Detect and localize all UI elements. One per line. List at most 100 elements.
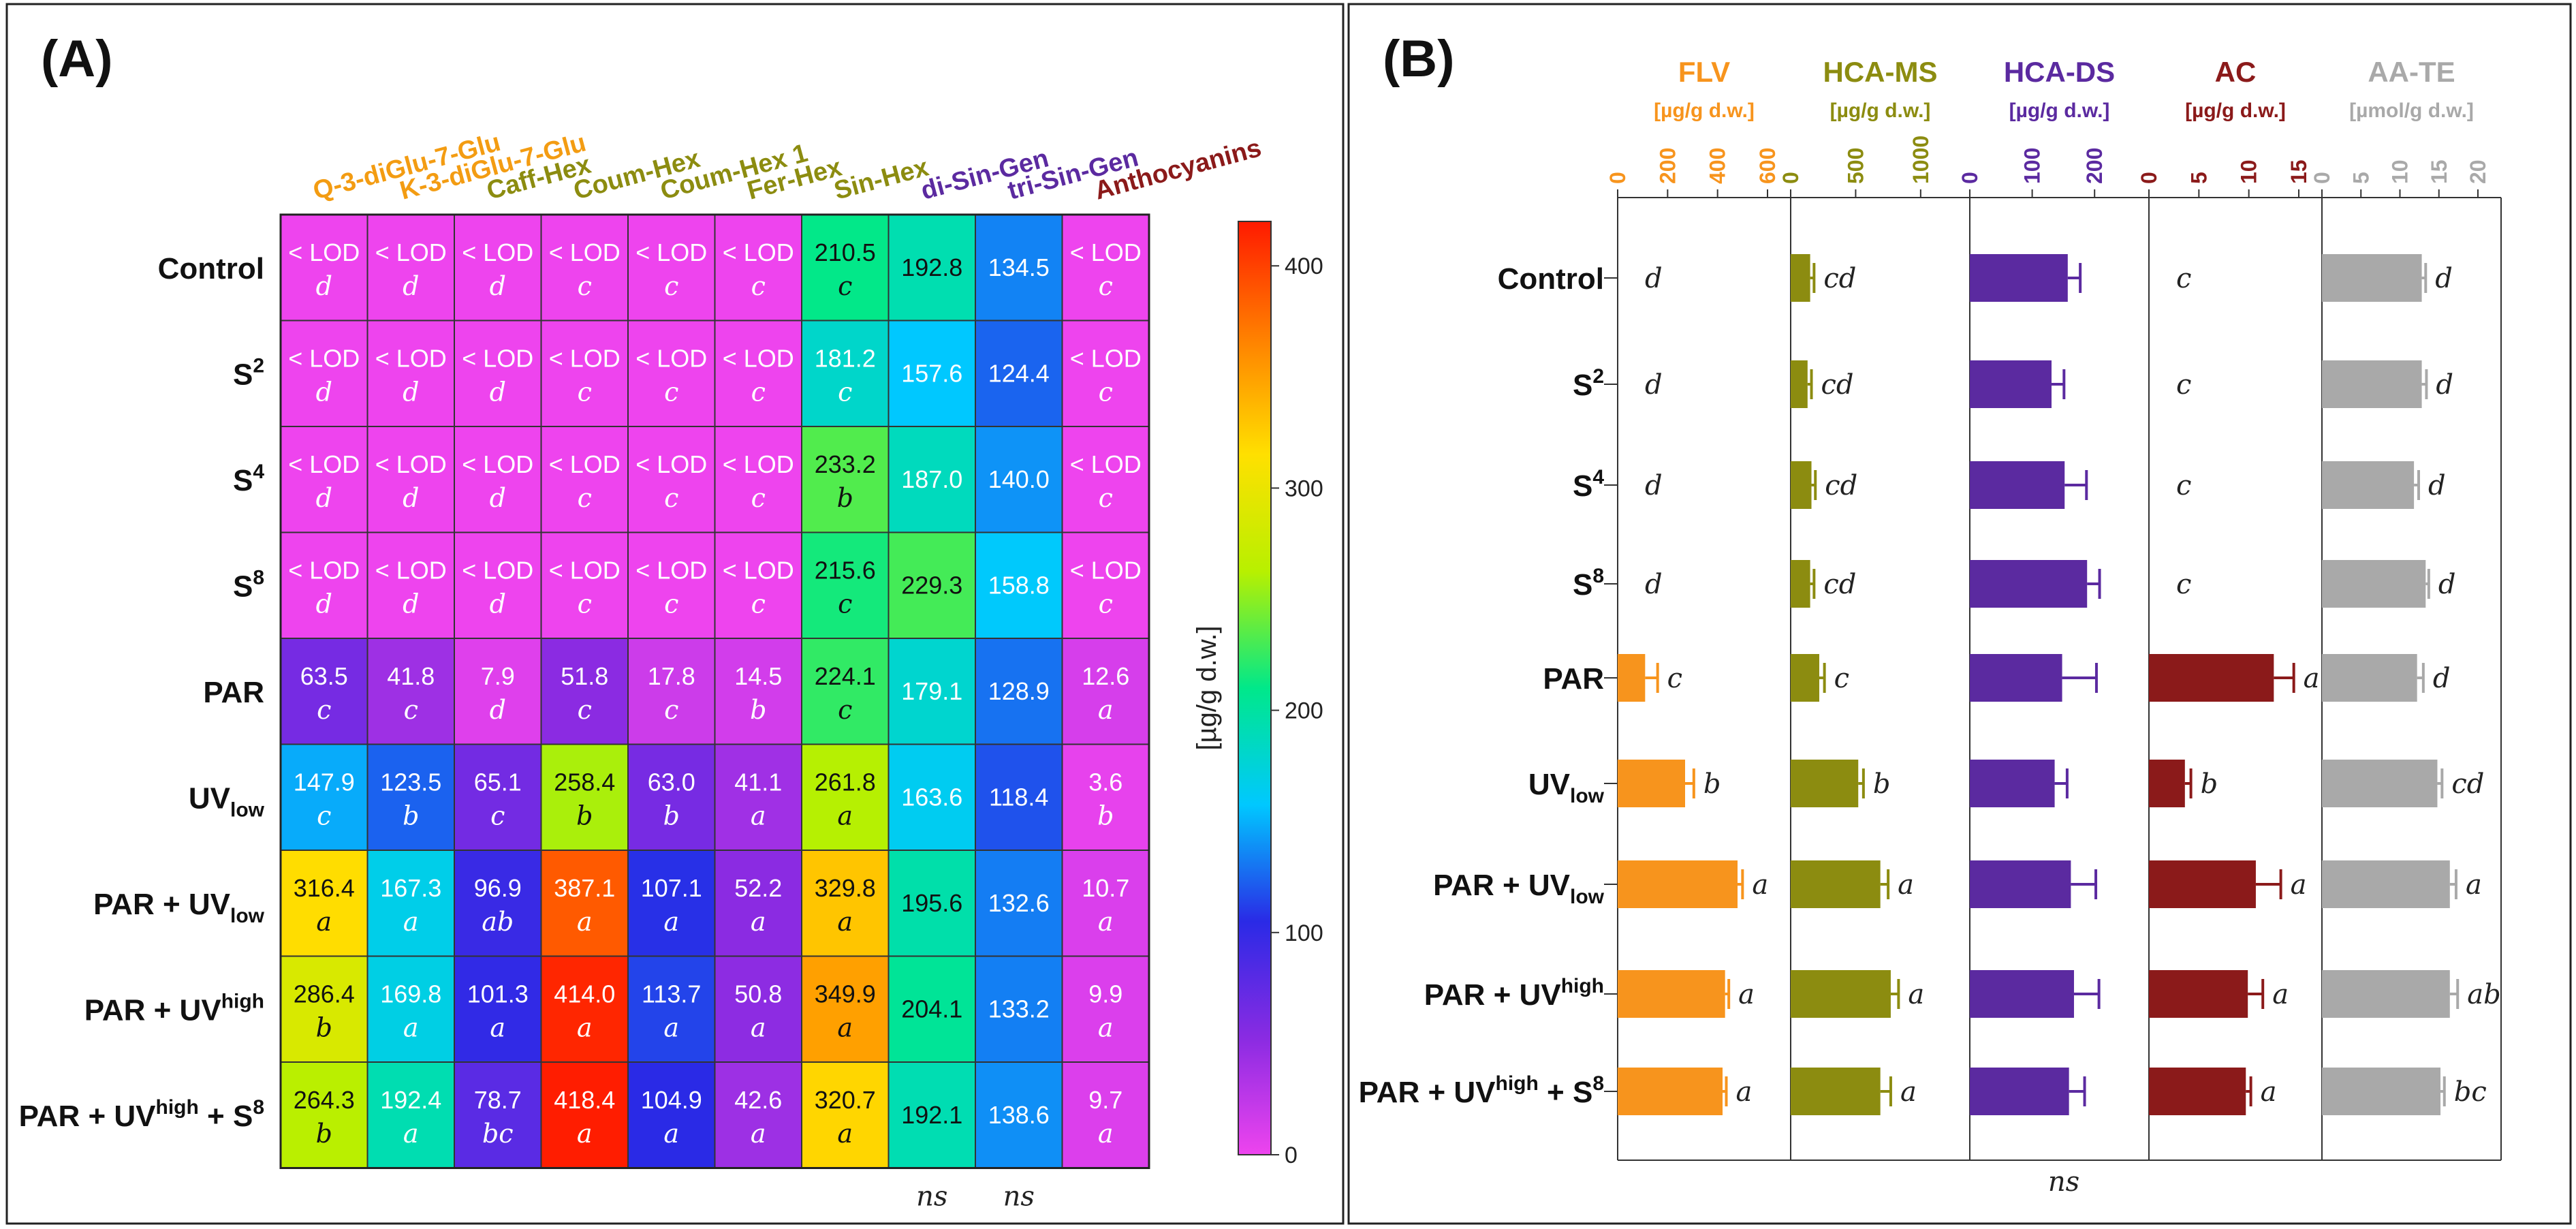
heatmap-cell [627,320,716,427]
heatmap-row-label: PAR + UVlow [93,888,265,927]
bar-significance-letter: d [1645,369,1663,401]
heatmap-cell-value: 42.6 [734,1086,782,1114]
bar-hca-ds [1970,360,2052,408]
heatmap-cell-value: < LOD [288,557,360,585]
heatmap-row-label: S2 [233,354,264,391]
heatmap-cell-value: 192.1 [901,1101,962,1129]
heatmap-cell-value: 320.7 [815,1086,876,1114]
bar-aa-te [2322,560,2426,608]
heatmap-cell-significance: a [1098,695,1114,725]
heatmap-cell-value: 316.4 [294,874,355,902]
bar-chart-row-label: UVlow [1528,768,1605,807]
bar-group-unit: [µg/g d.w.] [1654,99,1755,122]
heatmap-cell-value: 418.4 [554,1086,615,1114]
heatmap-cell-significance: b [316,1013,332,1043]
heatmap-cell [1061,850,1150,957]
heatmap-cell [714,320,802,427]
heatmap-cell-significance: a [490,1013,505,1043]
heatmap-cell [888,638,976,745]
heatmap-cell-value: 101.3 [467,980,529,1008]
bar-aa-te [2322,654,2417,702]
heatmap-cell-value: 10.7 [1082,874,1129,902]
heatmap-cell-significance: a [663,1013,679,1043]
heatmap-row-label-superscript: 2 [253,354,264,377]
heatmap-cell-significance: d [403,271,419,301]
heatmap-cell-value: 179.1 [901,677,962,705]
heatmap-row-label-text: Control [158,252,264,285]
heatmap-cell-value: 286.4 [294,980,355,1008]
bar-chart-row-label-superscript: 2 [1592,365,1604,388]
bar-significance-letter: c [2176,369,2191,401]
bar-significance-letter: ab [2467,979,2500,1010]
heatmap-cell-value: < LOD [288,450,360,478]
heatmap-cell [888,531,976,639]
heatmap-cell-value: 264.3 [294,1086,355,1114]
heatmap-cell-value: 65.1 [474,768,522,796]
bar-group-aa-te: 0 5 10 15 20 AA-TE [µmol/g d.w.] d d d d d cd a ab bc [2310,56,2502,1161]
heatmap-cell-value: 224.1 [815,662,876,690]
bar-chart-row-label-text: S [1573,469,1592,503]
heatmap-cell [714,850,802,957]
bar-group-tick-label: 0 [1958,172,1982,184]
heatmap-cell [454,1061,542,1169]
heatmap-cell [801,320,890,427]
heatmap-cell [280,955,368,1063]
heatmap-cell [888,850,976,957]
heatmap-cell-value: 147.9 [294,768,355,796]
bar-hca-ds [1970,461,2065,509]
bar-significance-letter: c [2176,470,2191,501]
bar-chart-row-label: PAR [1543,662,1604,696]
bar-significance-letter: a [1908,979,1924,1010]
heatmap-cell-value: 52.2 [734,874,782,902]
heatmap-cell [801,214,890,322]
heatmap-cell-significance: a [1098,1119,1114,1149]
heatmap-cell-significance: b [1097,801,1114,831]
bar-hca-ds [1970,860,2071,908]
bar-significance-letter: a [1900,1076,1917,1108]
heatmap-cell-value: < LOD [635,345,707,373]
bar-ac [2149,1068,2246,1115]
heatmap-cell [454,638,542,745]
bar-hca-ds [1970,970,2074,1018]
bar-significance-letter: a [2272,979,2289,1010]
heatmap-cell [627,531,716,639]
heatmap-cell-value: 63.5 [300,662,348,690]
bar-significance-letter: a [1898,869,1914,901]
bar-group-tick-label: 15 [2287,159,2311,184]
bar-group-tick-label: 200 [1655,148,1680,184]
bar-chart-row-label-subscript: low [1570,785,1605,807]
heatmap-row-label-text: PAR + UV [93,888,231,921]
bar-chart-row-label-text: PAR + UV [1424,978,1562,1012]
heatmap-cell [627,638,716,745]
heatmap-row-label-text: UV [189,781,231,815]
heatmap-cell-significance: a [837,907,853,937]
bar-significance-letter: cd [1823,569,1856,600]
bar-group-name: HCA-MS [1823,56,1938,88]
heatmap-row-label-superscript: high [221,990,264,1012]
heatmap-cell [975,850,1063,957]
heatmap-cell-value: 41.1 [734,768,782,796]
heatmap-cell-significance: c [404,695,418,725]
bar-hca-ds [1970,560,2088,608]
bar-chart-row-label: Control [1498,262,1604,296]
bar-chart-row-label: S4 [1573,466,1604,503]
colorbar-label: [µg/g d.w.] [1192,625,1222,750]
bar-significance-letter: c [1667,663,1682,694]
heatmap-cell-significance: a [577,907,593,937]
heatmap-cell-value: 14.5 [734,662,782,690]
heatmap-cell [454,531,542,639]
heatmap-cell-significance: a [751,1013,766,1043]
heatmap-cell [801,1061,890,1169]
bar-significance-letter: a [2466,869,2482,901]
heatmap-cell [454,426,542,533]
panel-b-border [1347,3,2572,1225]
heatmap-cell-value: 123.5 [380,768,441,796]
heatmap-cell-value: 192.8 [901,253,962,281]
bar-group-name: AC [2215,56,2257,88]
heatmap-cell-significance: b [837,483,853,513]
colorbar-tick-label: 0 [1285,1142,1298,1168]
heatmap-cell [714,743,802,851]
heatmap-cell-significance: a [403,1119,419,1149]
heatmap-cell-significance: c [1099,377,1113,407]
